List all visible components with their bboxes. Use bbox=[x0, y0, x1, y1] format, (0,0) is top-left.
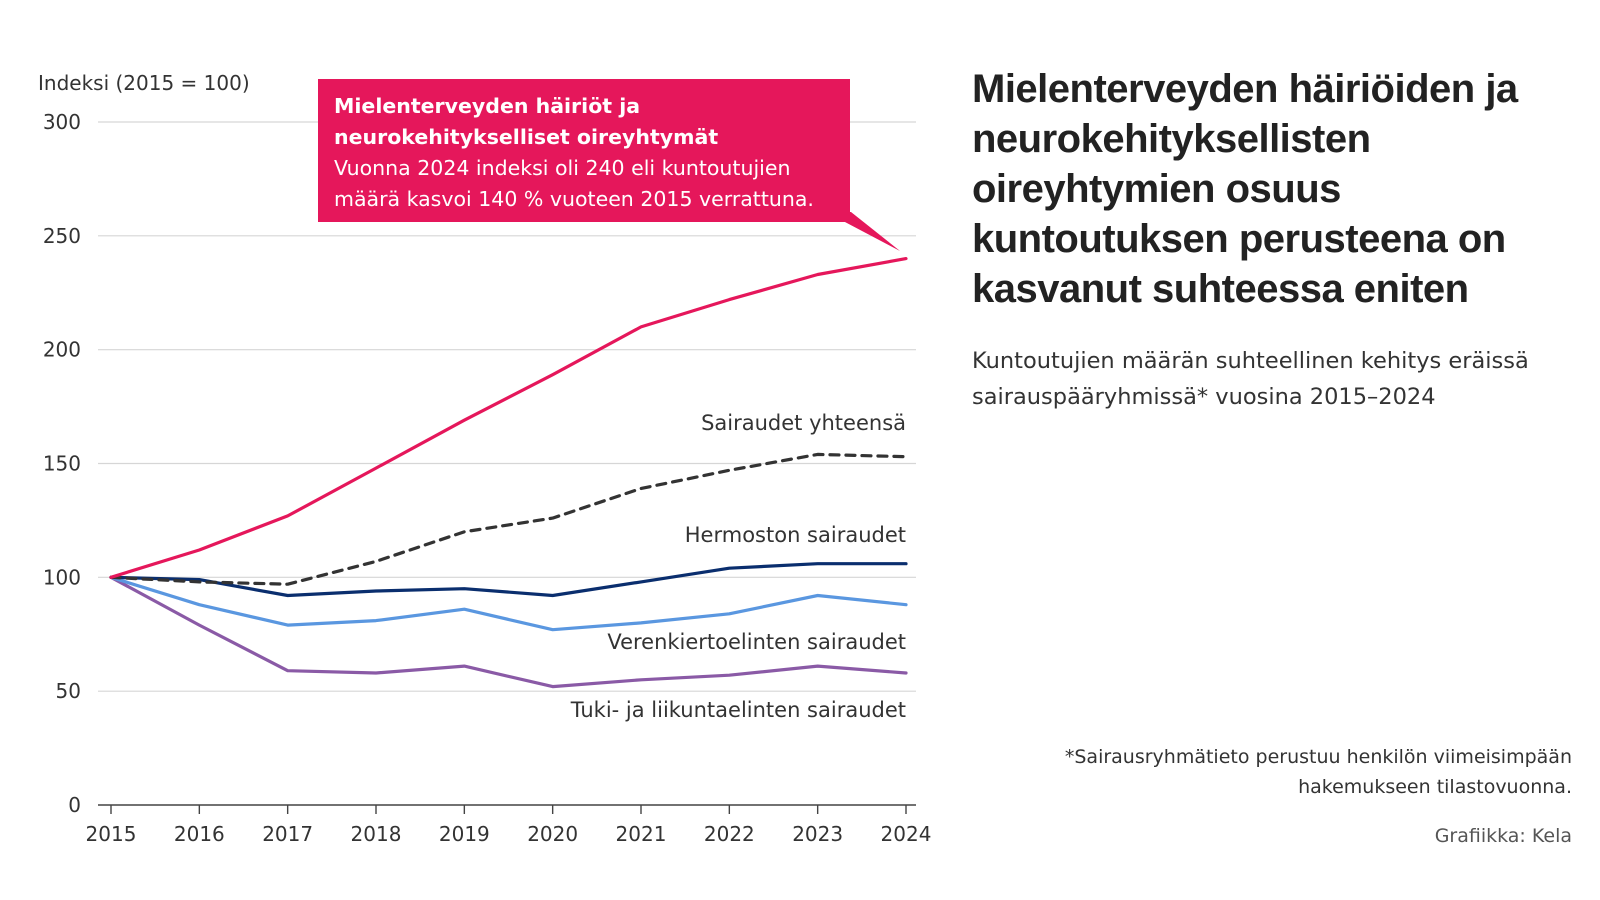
x-tick-label: 2024 bbox=[881, 822, 932, 846]
series-lines bbox=[109, 257, 908, 689]
x-tick-label: 2021 bbox=[616, 822, 667, 846]
x-tick-label: 2017 bbox=[262, 822, 313, 846]
series-line-mental bbox=[109, 257, 908, 579]
callout-text: Vuonna 2024 indeksi oli 240 eli kuntoutu… bbox=[334, 156, 814, 211]
y-tick-label: 0 bbox=[68, 793, 81, 817]
chart-subtitle: Kuntoutujien määrän suhteellinen kehitys… bbox=[972, 348, 1529, 410]
series-label-nervous: Hermoston sairaudet bbox=[685, 523, 906, 547]
series-label-circulatory: Verenkiertoelinten sairaudet bbox=[607, 630, 906, 654]
x-tick-label: 2015 bbox=[86, 822, 137, 846]
x-tick-label: 2022 bbox=[704, 822, 755, 846]
x-tick-label: 2023 bbox=[792, 822, 843, 846]
x-tick-label: 2020 bbox=[527, 822, 578, 846]
series-line-musculoskeletal bbox=[109, 575, 908, 689]
chart-title: Mielenterveyden häiriöiden ja neurokehit… bbox=[972, 67, 1518, 311]
y-tick-label: 250 bbox=[43, 224, 81, 248]
series-line-total bbox=[109, 452, 908, 586]
callout-heading: Mielenterveyden häiriöt ja neurokehityks… bbox=[334, 94, 719, 149]
y-tick-label: 200 bbox=[43, 338, 81, 362]
callout-box: Mielenterveyden häiriöt ja neurokehityks… bbox=[318, 79, 850, 222]
series-line-nervous bbox=[109, 562, 908, 598]
x-tick-label: 2019 bbox=[439, 822, 490, 846]
series-line-circulatory bbox=[109, 575, 908, 632]
series-label-total: Sairaudet yhteensä bbox=[701, 411, 906, 435]
y-tick-label: 150 bbox=[43, 452, 81, 476]
x-tick-label: 2016 bbox=[174, 822, 225, 846]
y-tick-labels: 0 50 100 150 200 250 300 bbox=[43, 110, 81, 817]
x-tick-labels: 2015 2016 2017 2018 2019 2020 2021 2022 2023 2024 bbox=[86, 805, 932, 846]
y-tick-label: 100 bbox=[43, 565, 81, 589]
y-tick-label: 50 bbox=[56, 679, 81, 703]
x-tick-label: 2018 bbox=[351, 822, 402, 846]
credit: Grafiikka: Kela bbox=[1434, 825, 1572, 847]
y-axis-label: Indeksi (2015 = 100) bbox=[38, 71, 250, 95]
y-tick-label: 300 bbox=[43, 110, 81, 134]
series-label-musculoskeletal: Tuki- ja liikuntaelinten sairaudet bbox=[570, 698, 906, 722]
line-chart: Indeksi (2015 = 100) 050100150200250300 … bbox=[38, 71, 932, 846]
footnote: *Sairausryhmätieto perustuu henkilön vii… bbox=[1064, 746, 1572, 798]
